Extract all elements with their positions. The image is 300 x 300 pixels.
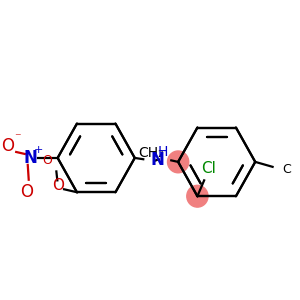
Circle shape xyxy=(187,185,208,207)
Text: CH₂: CH₂ xyxy=(138,146,164,160)
Text: H: H xyxy=(158,146,168,160)
Text: +: + xyxy=(34,145,43,155)
Text: Cl: Cl xyxy=(202,161,216,176)
Circle shape xyxy=(167,151,189,173)
Text: O: O xyxy=(52,178,64,193)
Text: O: O xyxy=(20,183,33,201)
Text: C: C xyxy=(282,163,291,176)
Text: N: N xyxy=(151,152,165,169)
Text: O: O xyxy=(1,137,14,155)
Text: N: N xyxy=(24,149,38,167)
Text: O: O xyxy=(42,154,52,167)
Text: ⁻: ⁻ xyxy=(14,132,20,145)
